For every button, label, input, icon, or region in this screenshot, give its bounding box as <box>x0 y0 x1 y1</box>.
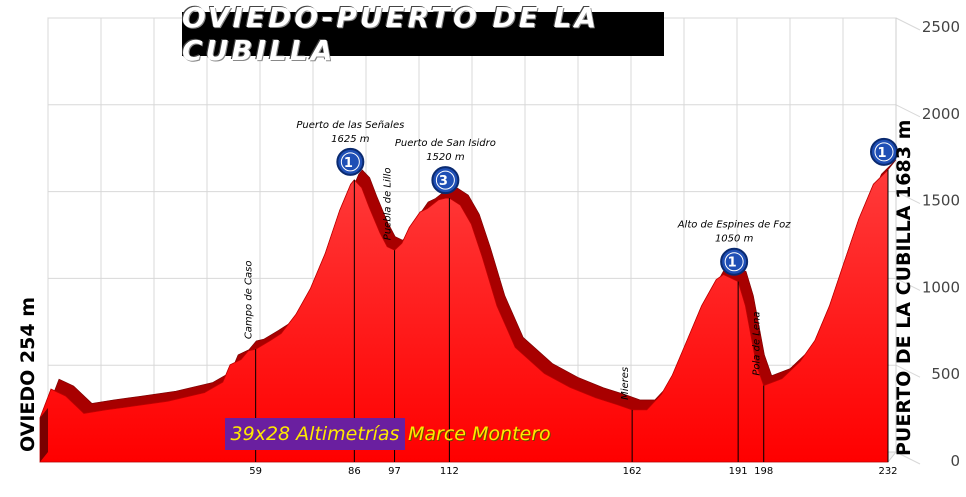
km-label: 112 <box>440 466 459 477</box>
finish-label: PUERTO DE LA CUBILLA 1683 m <box>893 120 915 456</box>
km-label: 162 <box>623 466 642 477</box>
climb-category-icon: 3 <box>431 166 460 195</box>
km-label: 191 <box>729 466 748 477</box>
start-finish-labels: OVIEDO 254 m PUERTO DE LA CUBILLA 1683 m <box>17 120 915 456</box>
chart-title: OVIEDO-PUERTO DE LA CUBILLA <box>182 1 600 67</box>
climb-category-icon: 1 <box>336 147 365 176</box>
km-label: 86 <box>348 466 361 477</box>
climb-altitude: 1050 m <box>715 234 754 245</box>
climb-name: Alto de Espines de Foz <box>677 220 792 231</box>
climb-category: 1 <box>344 156 353 171</box>
km-markers: 59 Campo de Caso 86 97 Puebla de Lillo 112 162… <box>244 168 898 477</box>
km-label: 59 <box>249 466 262 477</box>
climb-category-icon: 1 <box>870 137 898 166</box>
climb-badge-ring <box>874 142 894 162</box>
climb-category: 3 <box>439 174 448 189</box>
grid-line-side <box>895 364 921 378</box>
author-credit: Marce Montero <box>408 423 551 445</box>
y-tick-label: 1000 <box>922 278 960 296</box>
climb-altitude: 1625 m <box>331 134 370 145</box>
climb-badge-ring <box>724 252 744 272</box>
place-label: Pola de Lena <box>752 312 763 376</box>
profile-front <box>39 168 889 463</box>
y-axis: 0 500 1000 1500 2000 2500 <box>922 18 960 470</box>
place-label: Mieres <box>620 367 631 400</box>
km-label: 97 <box>388 466 401 477</box>
place-label: Puebla de Lillo <box>383 168 394 241</box>
km-label: 232 <box>878 466 897 477</box>
climb-badge-ring <box>340 152 360 172</box>
y-tick-label: 500 <box>931 365 960 383</box>
brand-credit: 39x28 Altimetrías <box>230 423 400 445</box>
author-credit-box: Marce Montero <box>408 418 551 450</box>
profile-start-face <box>40 407 48 462</box>
climb-category: 1 <box>877 146 886 161</box>
climb-category-icon: 1 <box>720 247 749 276</box>
y-tick-label: 2500 <box>922 18 960 36</box>
title-banner: OVIEDO-PUERTO DE LA CUBILLA <box>182 1 664 67</box>
climb-badge-ring <box>435 170 455 190</box>
grid-line-side <box>895 191 921 205</box>
place-label: Campo de Caso <box>244 261 255 340</box>
profile-area <box>39 159 897 463</box>
y-tick-label: 2000 <box>922 105 960 123</box>
grid-line-side <box>895 451 921 465</box>
climb-annotations: 1 Puerto de las Señales 1625 m 3 Puerto de S… <box>296 120 898 276</box>
km-label: 198 <box>754 466 773 477</box>
start-label: OVIEDO 254 m <box>17 297 39 452</box>
climb-name: Puerto de las Señales <box>296 120 404 131</box>
climb-category: 1 <box>728 256 737 271</box>
y-tick-label: 1500 <box>922 192 960 210</box>
grid-line-side <box>895 277 921 291</box>
grid-line-side <box>895 104 921 118</box>
grid-line-side <box>895 17 921 31</box>
climb-name: Puerto de San Isidro <box>395 138 496 149</box>
y-tick-label: 0 <box>950 452 960 470</box>
brand-credit-box: 39x28 Altimetrías <box>225 418 405 450</box>
climb-altitude: 1520 m <box>426 152 465 163</box>
